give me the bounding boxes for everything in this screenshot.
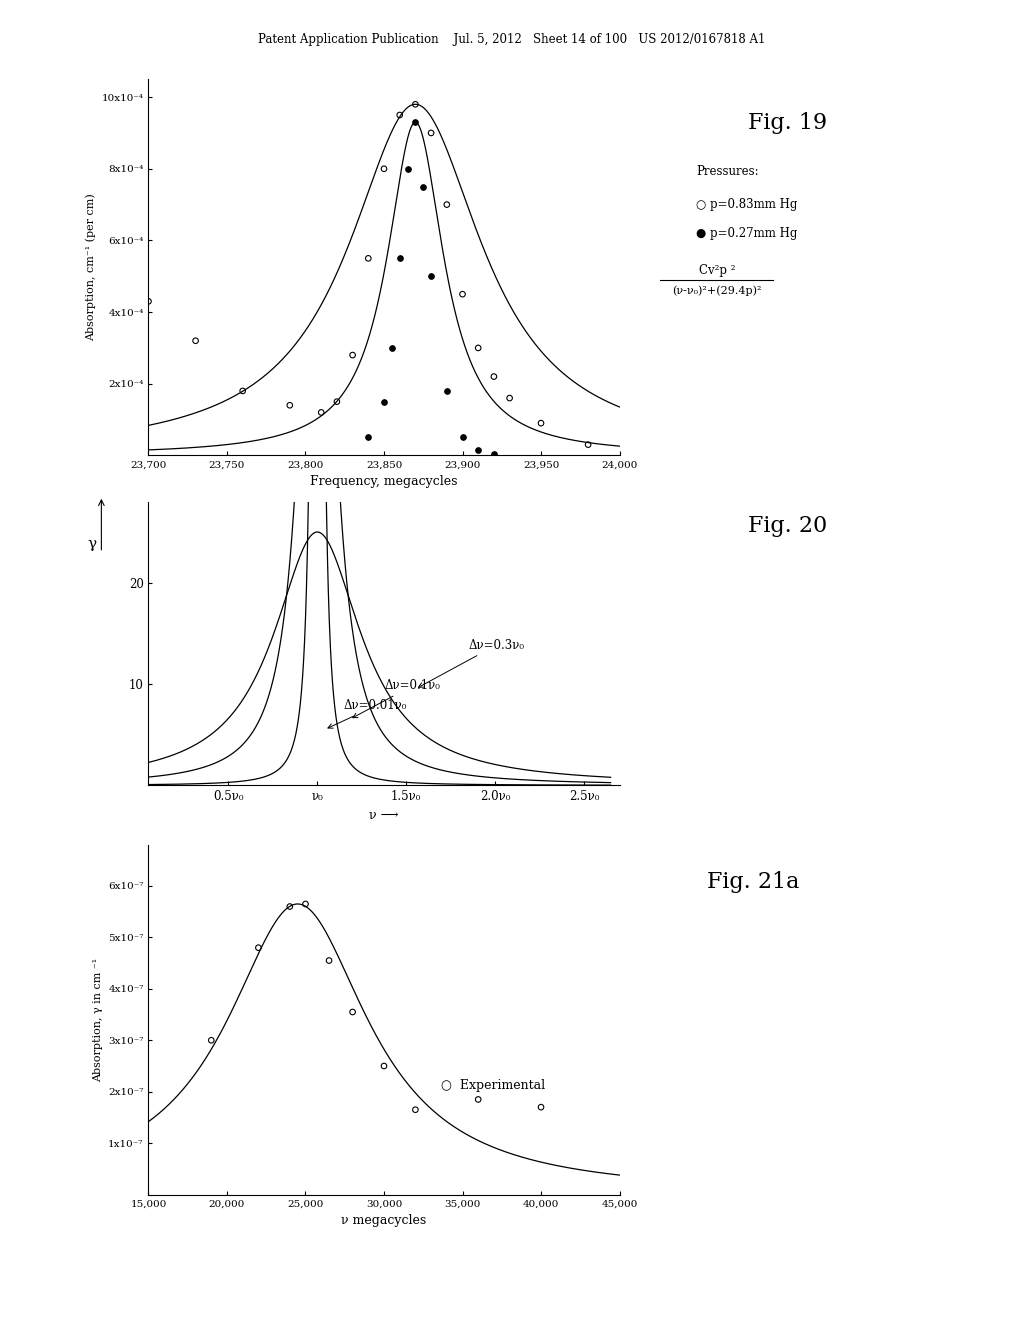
Text: Fig. 19: Fig. 19 [748,112,826,135]
Point [485,366,502,387]
Point [384,338,400,359]
Text: Patent Application Publication    Jul. 5, 2012   Sheet 14 of 100   US 2012/01678: Patent Application Publication Jul. 5, 2… [258,33,766,46]
Point [415,176,431,197]
Text: γ: γ [87,537,96,552]
Point [140,290,157,312]
Point [376,158,392,180]
Point [438,194,455,215]
Point [423,123,439,144]
Point [282,896,298,917]
Point [408,112,424,133]
Point [391,104,408,125]
Text: ● p=0.27mm Hg: ● p=0.27mm Hg [696,227,798,240]
Text: ○ p=0.83mm Hg: ○ p=0.83mm Hg [696,198,798,211]
Point [391,248,408,269]
Point [376,1056,392,1077]
Text: Δν=0.01ν₀: Δν=0.01ν₀ [328,700,408,729]
Point [502,388,518,409]
Point [438,380,455,401]
Point [360,248,377,269]
Point [376,391,392,412]
Text: (ν-ν₀)²+(29.4p)²: (ν-ν₀)²+(29.4p)² [672,285,762,296]
Point [313,401,330,422]
Point [470,440,486,461]
Text: Δν=0.3ν₀: Δν=0.3ν₀ [419,639,524,688]
Y-axis label: Absorption, cm⁻¹ (per cm): Absorption, cm⁻¹ (per cm) [85,194,96,341]
Point [408,94,424,115]
Text: Fig. 21a: Fig. 21a [707,871,799,894]
Point [532,413,549,434]
Point [187,330,204,351]
Point [329,391,345,412]
Point [470,338,486,359]
Text: Pressures:: Pressures: [696,165,759,178]
Point [344,345,360,366]
Point [423,265,439,286]
Point [455,284,471,305]
Text: Fig. 20: Fig. 20 [748,515,826,537]
Text: Δν=0.1ν₀: Δν=0.1ν₀ [352,678,440,718]
Text: ○  Experimental: ○ Experimental [440,1080,545,1092]
Point [344,1002,360,1023]
Point [485,444,502,465]
Point [532,1097,549,1118]
X-axis label: ν megacycles: ν megacycles [341,1214,427,1228]
Point [360,426,377,447]
Point [297,894,313,915]
Y-axis label: Absorption, γ in cm ⁻¹: Absorption, γ in cm ⁻¹ [93,957,102,1082]
Point [250,937,266,958]
Point [470,1089,486,1110]
Point [203,1030,219,1051]
Point [282,395,298,416]
X-axis label: Frequency, megacycles: Frequency, megacycles [310,475,458,488]
X-axis label: ν ⟶: ν ⟶ [370,809,398,822]
Point [321,950,337,972]
Point [399,158,416,180]
Point [455,426,471,447]
Point [234,380,251,401]
Point [408,1100,424,1121]
Point [580,434,596,455]
Text: Cv²p ²: Cv²p ² [698,264,735,277]
